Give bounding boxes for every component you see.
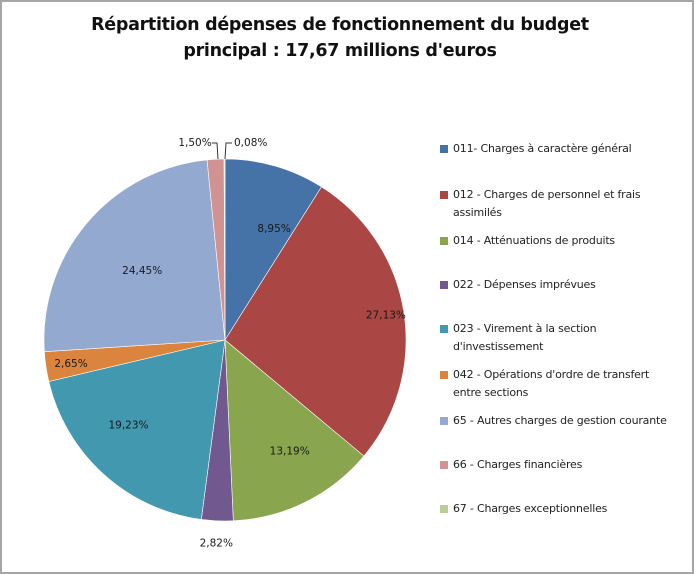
chart-title: Répartition dépenses de fonctionnement d…	[60, 12, 620, 64]
leader-line	[224, 142, 232, 160]
data-label: 24,45%	[122, 265, 162, 277]
pie-slice	[224, 186, 407, 457]
legend-label: 022 - Dépenses imprévues	[453, 278, 596, 291]
legend-label: 66 - Charges financières	[453, 458, 583, 471]
data-label: 2,65%	[54, 358, 87, 370]
legend-label: 65 - Autres charges de gestion courante	[453, 414, 667, 427]
chart-title-line-1: Répartition dépenses de fonctionnement d…	[91, 15, 589, 35]
pie-slice	[43, 159, 226, 353]
data-label: 1,50%	[178, 137, 211, 149]
pie-slice	[223, 158, 226, 341]
legend-swatch	[440, 145, 448, 153]
legend-label: 011- Charges à caractère général	[453, 142, 632, 155]
legend-swatch	[440, 371, 448, 379]
legend-label: 023 - Virement à la section d'investisse…	[453, 322, 597, 353]
pie-slice	[224, 339, 365, 522]
data-label: 27,13%	[366, 310, 406, 322]
legend-swatch	[440, 417, 448, 425]
legend-swatch	[440, 505, 448, 513]
legend-label: 012 - Charges de personnel et frais assi…	[453, 188, 641, 219]
chart-title-line-2: principal : 17,67 millions d'euros	[183, 41, 497, 61]
data-label: 8,95%	[257, 223, 290, 235]
legend-swatch	[440, 461, 448, 469]
data-label: 2,82%	[200, 538, 233, 550]
data-label: 0,08%	[234, 137, 267, 149]
data-label: 19,23%	[108, 420, 148, 432]
legend-swatch	[440, 281, 448, 289]
legend-label: 014 - Atténuations de produits	[453, 234, 615, 247]
legend-label: 67 - Charges exceptionnelles	[453, 502, 608, 515]
data-label: 13,19%	[270, 445, 310, 457]
legend-swatch	[440, 325, 448, 333]
legend-swatch	[440, 237, 448, 245]
legend-swatch	[440, 191, 448, 199]
pie-slice	[224, 158, 322, 342]
leader-line	[212, 142, 219, 160]
legend-label: 042 - Opérations d'ordre de transfert en…	[453, 368, 650, 399]
pie-slice	[48, 339, 226, 520]
